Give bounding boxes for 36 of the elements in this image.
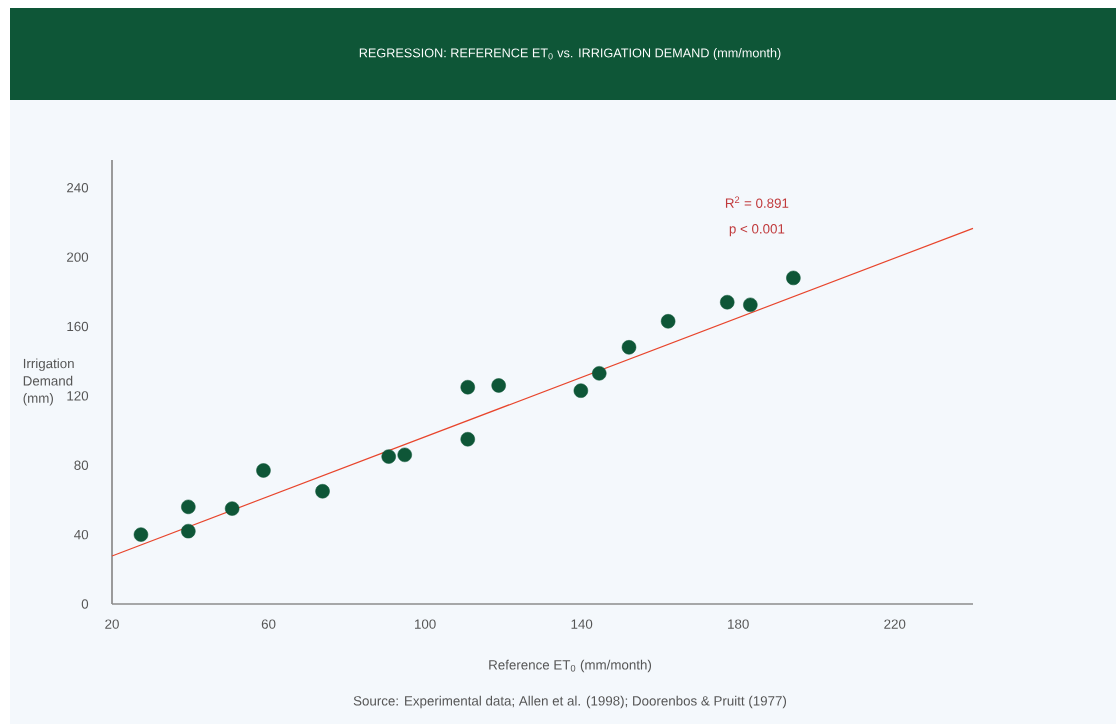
point — [315, 484, 330, 499]
x-tick-label: 180 — [728, 619, 749, 629]
point — [460, 432, 475, 447]
point — [720, 295, 735, 310]
y-tick-label: 120 — [67, 391, 89, 401]
y-tick-label: 240 — [67, 183, 89, 193]
x-tick-label: 60 — [261, 619, 276, 629]
x-tick-label: 20 — [105, 619, 119, 629]
point — [660, 314, 676, 329]
x-tick-label: 100 — [415, 619, 436, 629]
y-tick-label: 200 — [67, 252, 89, 262]
point — [621, 340, 637, 355]
x-tick-label: 220 — [884, 619, 906, 629]
point — [491, 378, 506, 393]
point — [381, 449, 396, 464]
source-note: Source: Experimental data; Allen et al. (1998); Doorenbos & Pruitt (1977) — [353, 695, 787, 709]
y-tick-label: 0 — [81, 599, 89, 609]
x-tick-label: 140 — [571, 619, 593, 629]
y-tick-label: 160 — [67, 321, 89, 332]
point — [592, 366, 607, 381]
point — [743, 297, 758, 313]
y-tick-label: 40 — [74, 529, 89, 540]
point — [133, 527, 149, 542]
point — [573, 383, 589, 398]
annotation: p < 0.001 — [729, 224, 785, 237]
point — [786, 270, 801, 286]
y-tick-label: 80 — [74, 460, 89, 470]
annotation: R$^{2}$ = 0.891 — [725, 196, 789, 208]
point — [181, 523, 196, 539]
point — [224, 501, 240, 516]
point — [460, 380, 475, 395]
chart-title: REGRESSION: REFERENCE ET$_{0}$ vs. IRRIGATION DEMAND (mm/month) — [359, 48, 781, 60]
point — [256, 463, 271, 478]
x-axis-title: Reference ET$_{0}$ (mm/month) — [489, 659, 652, 673]
point — [397, 447, 412, 463]
point — [181, 499, 196, 515]
